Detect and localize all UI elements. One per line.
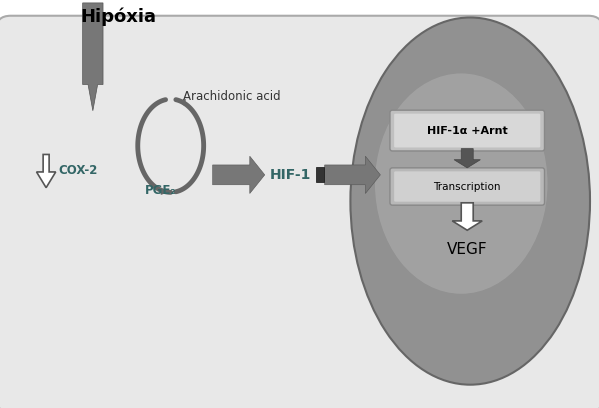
Polygon shape: [454, 149, 480, 168]
FancyBboxPatch shape: [390, 110, 544, 151]
Text: Hipóxia: Hipóxia: [81, 7, 157, 26]
Text: VEGF: VEGF: [447, 242, 488, 257]
Ellipse shape: [375, 73, 547, 294]
FancyBboxPatch shape: [316, 167, 324, 182]
Polygon shape: [213, 156, 265, 193]
Text: COX-2: COX-2: [58, 164, 98, 177]
Ellipse shape: [350, 18, 590, 385]
Text: Transcription: Transcription: [434, 182, 501, 191]
FancyBboxPatch shape: [390, 168, 544, 205]
Text: Arachidonic acid: Arachidonic acid: [183, 90, 280, 103]
Text: HIF-1α +Arnt: HIF-1α +Arnt: [427, 126, 507, 135]
FancyBboxPatch shape: [394, 171, 540, 202]
Polygon shape: [325, 156, 380, 193]
Polygon shape: [452, 203, 482, 230]
FancyBboxPatch shape: [0, 16, 599, 408]
Text: HIF-1: HIF-1: [270, 168, 311, 182]
Polygon shape: [37, 155, 56, 188]
Text: PGE₂: PGE₂: [145, 184, 177, 197]
Polygon shape: [83, 3, 103, 111]
FancyBboxPatch shape: [394, 114, 540, 147]
